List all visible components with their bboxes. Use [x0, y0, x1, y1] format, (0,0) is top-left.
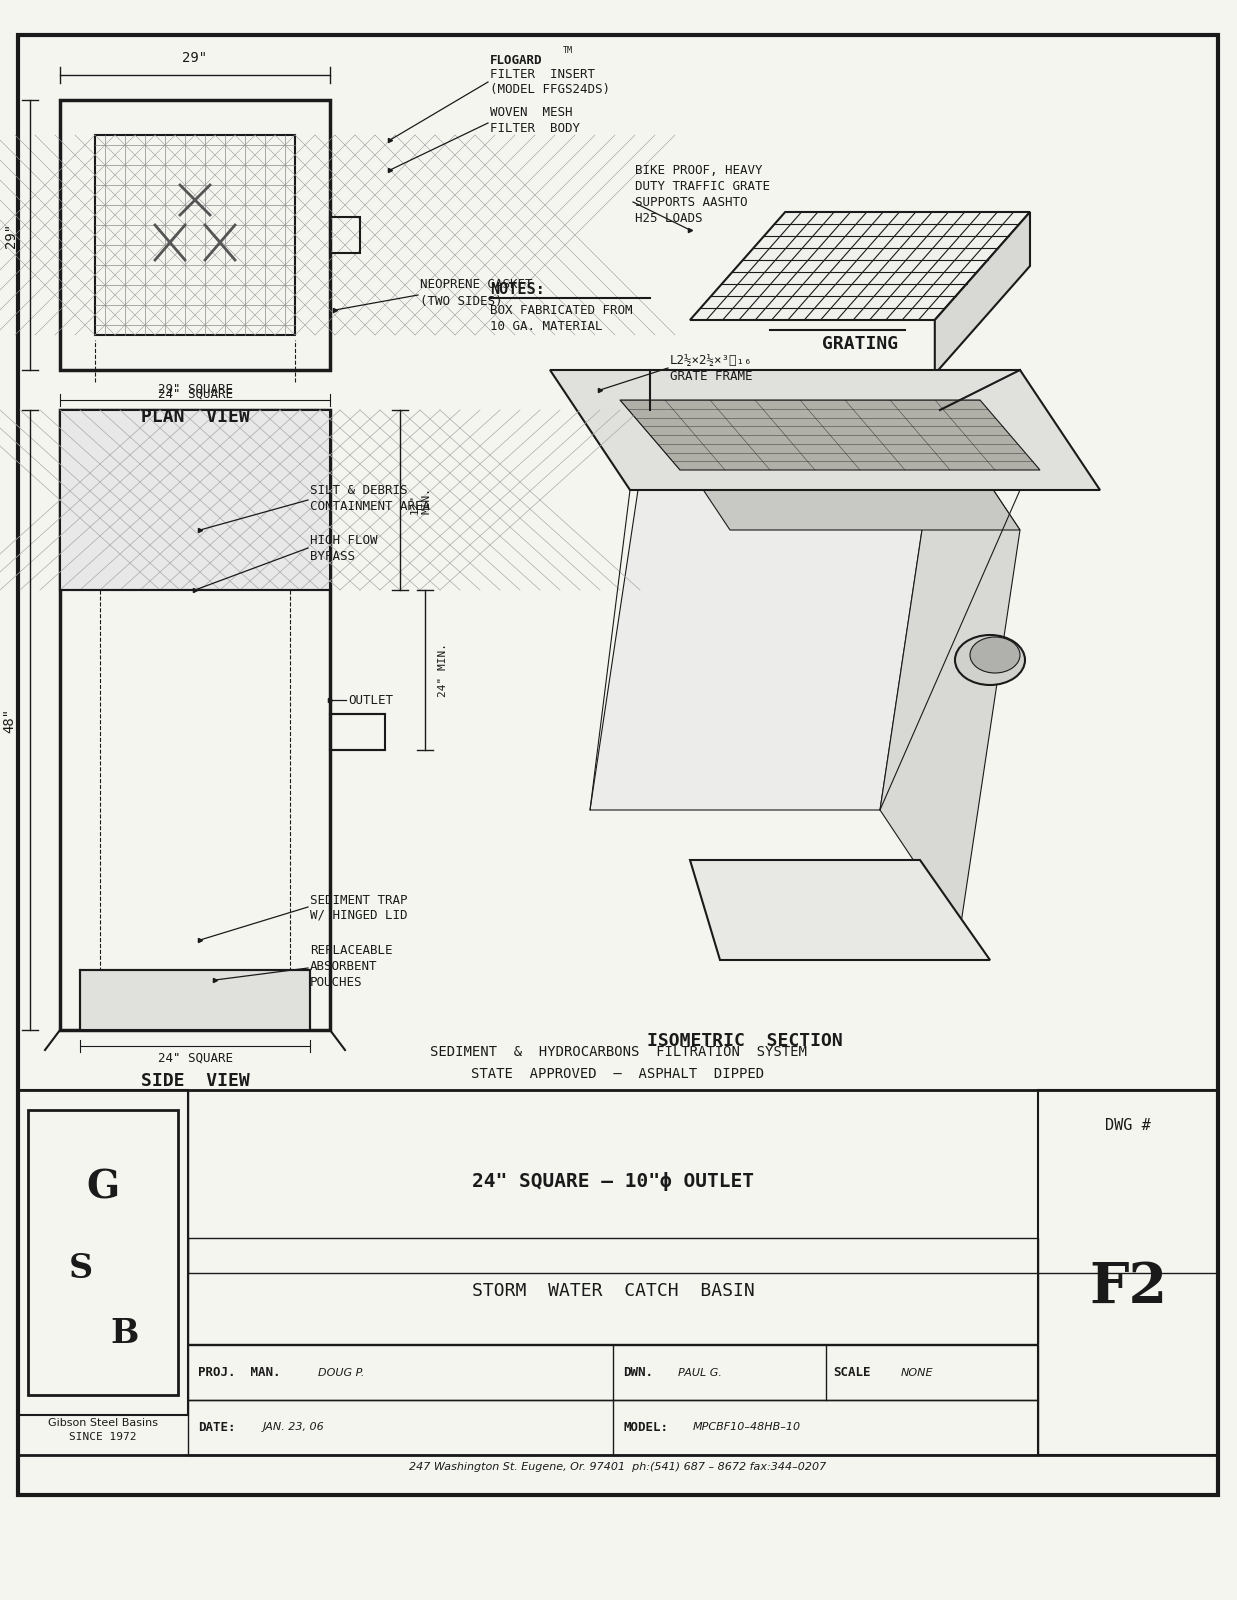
Text: 29" SQUARE: 29" SQUARE — [157, 382, 233, 395]
Text: TM: TM — [563, 46, 573, 54]
Text: REPLACEABLE: REPLACEABLE — [310, 944, 392, 957]
Text: 24" SQUARE – 10"ϕ OUTLET: 24" SQUARE – 10"ϕ OUTLET — [473, 1171, 755, 1190]
Bar — [80, 970, 310, 1030]
Text: H25 LOADS: H25 LOADS — [635, 211, 703, 224]
Text: SINCE 1972: SINCE 1972 — [69, 1432, 137, 1442]
Text: MODEL:: MODEL: — [623, 1421, 668, 1434]
Bar — [330, 714, 385, 750]
Text: 10 GA. MATERIAL: 10 GA. MATERIAL — [490, 320, 602, 333]
Bar — [188, 1238, 1038, 1344]
Text: CONTAINMENT AREA: CONTAINMENT AREA — [310, 499, 430, 512]
Text: NONE: NONE — [901, 1368, 933, 1378]
Text: FILTER  BODY: FILTER BODY — [490, 122, 580, 134]
Bar — [188, 1090, 1218, 1274]
Bar — [188, 1400, 1038, 1454]
Text: F2: F2 — [1089, 1261, 1166, 1315]
Polygon shape — [880, 410, 1021, 930]
Text: STORM  WATER  CATCH  BASIN: STORM WATER CATCH BASIN — [471, 1282, 755, 1299]
Text: 29": 29" — [4, 222, 19, 248]
Polygon shape — [649, 410, 1021, 530]
Text: 29": 29" — [182, 51, 208, 66]
Bar — [1038, 1090, 1218, 1454]
Text: OUTLET: OUTLET — [348, 693, 393, 707]
Bar — [19, 1090, 188, 1414]
Text: SILT & DEBRIS: SILT & DEBRIS — [310, 483, 407, 496]
Text: GRATING: GRATING — [821, 334, 898, 354]
Bar — [28, 1110, 178, 1395]
Text: (MODEL FFGS24DS): (MODEL FFGS24DS) — [490, 83, 610, 96]
Text: FLOGARD: FLOGARD — [490, 53, 543, 67]
Bar — [61, 410, 330, 1030]
Text: 48": 48" — [2, 707, 16, 733]
Text: SUPPORTS AASHTO: SUPPORTS AASHTO — [635, 195, 747, 208]
Text: ABSORBENT: ABSORBENT — [310, 960, 377, 973]
Text: HIGH FLOW: HIGH FLOW — [310, 533, 377, 547]
Text: DOUG P.: DOUG P. — [318, 1368, 365, 1378]
Text: DWG #: DWG # — [1105, 1117, 1150, 1133]
Text: S: S — [69, 1253, 93, 1285]
Text: DATE:: DATE: — [198, 1421, 235, 1434]
Text: G: G — [87, 1168, 120, 1206]
Bar — [188, 1346, 1038, 1400]
Text: SEDIMENT TRAP: SEDIMENT TRAP — [310, 893, 407, 907]
Text: W/ HINGED LID: W/ HINGED LID — [310, 909, 407, 922]
Text: 24" SQUARE: 24" SQUARE — [157, 387, 233, 402]
Bar — [61, 410, 330, 590]
Text: 12"
MIN.: 12" MIN. — [409, 486, 432, 514]
Text: DWN.: DWN. — [623, 1366, 653, 1379]
Ellipse shape — [970, 637, 1021, 674]
Text: JAN. 23, 06: JAN. 23, 06 — [263, 1422, 325, 1432]
Text: DUTY TRAFFIC GRATE: DUTY TRAFFIC GRATE — [635, 179, 769, 192]
Text: ISOMETRIC  SECTION: ISOMETRIC SECTION — [647, 1032, 842, 1050]
Text: MPCBF10–48HB–10: MPCBF10–48HB–10 — [693, 1422, 802, 1432]
Text: 24" SQUARE: 24" SQUARE — [157, 1053, 233, 1066]
Polygon shape — [590, 410, 940, 810]
Text: BOX FABRICATED FROM: BOX FABRICATED FROM — [490, 304, 632, 317]
Text: NEOPRENE GASKET: NEOPRENE GASKET — [421, 278, 532, 291]
Text: PAUL G.: PAUL G. — [678, 1368, 722, 1378]
Text: WOVEN  MESH: WOVEN MESH — [490, 106, 573, 118]
Text: SIDE  VIEW: SIDE VIEW — [141, 1072, 250, 1090]
Bar — [95, 134, 294, 334]
Ellipse shape — [955, 635, 1025, 685]
Text: SEDIMENT  &  HYDROCARBONS  FILTRATION  SYSTEM: SEDIMENT & HYDROCARBONS FILTRATION SYSTE… — [429, 1045, 807, 1059]
Text: L2½×2½×³⁄₁₆: L2½×2½×³⁄₁₆ — [670, 354, 752, 366]
Bar — [19, 1090, 1218, 1454]
Polygon shape — [690, 211, 1030, 320]
Text: SCALE: SCALE — [834, 1366, 871, 1379]
Text: POUCHES: POUCHES — [310, 976, 362, 989]
Text: GRATE FRAME: GRATE FRAME — [670, 370, 752, 382]
Polygon shape — [935, 211, 1030, 374]
Polygon shape — [550, 370, 1100, 490]
Text: 24" MIN.: 24" MIN. — [438, 643, 448, 698]
Bar — [330, 218, 360, 253]
Text: NOTES:: NOTES: — [490, 283, 544, 298]
Text: BIKE PROOF, HEAVY: BIKE PROOF, HEAVY — [635, 163, 762, 176]
Text: BYPASS: BYPASS — [310, 549, 355, 563]
Text: STATE  APPROVED  —  ASPHALT  DIPPED: STATE APPROVED — ASPHALT DIPPED — [471, 1067, 764, 1082]
Text: PLAN  VIEW: PLAN VIEW — [141, 408, 250, 426]
Text: FILTER  INSERT: FILTER INSERT — [490, 69, 595, 82]
Text: PROJ.  MAN.: PROJ. MAN. — [198, 1366, 281, 1379]
Polygon shape — [620, 400, 1040, 470]
Polygon shape — [690, 861, 990, 960]
Text: (TWO SIDES): (TWO SIDES) — [421, 294, 502, 307]
Text: Gibson Steel Basins: Gibson Steel Basins — [48, 1418, 158, 1427]
Text: B: B — [111, 1317, 140, 1350]
Text: 247 Washington St. Eugene, Or. 97401  ph:(541) 687 – 8672 fax:344–0207: 247 Washington St. Eugene, Or. 97401 ph:… — [409, 1462, 826, 1472]
Bar — [61, 99, 330, 370]
